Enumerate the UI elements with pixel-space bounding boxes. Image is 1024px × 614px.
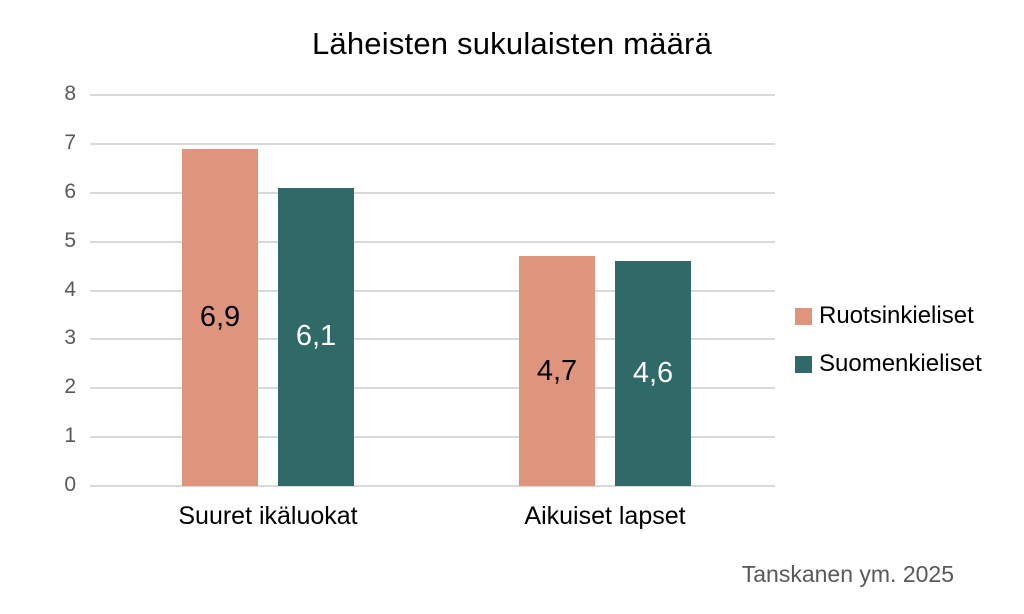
bar-suomenkieliset-2: 4,6 xyxy=(615,261,691,486)
plot-area: 0 1 2 3 4 5 6 7 8 6,9 6,1 Suuret ikäluokat 4,7 4,6 Aik… xyxy=(64,82,775,530)
gridline-y3 xyxy=(90,338,775,341)
gridline-y8 xyxy=(90,94,775,96)
gridline-y4 xyxy=(90,289,775,292)
bar-ruotsinkieliset-1: 6,9 xyxy=(182,148,258,486)
bar-value-label: 4,6 xyxy=(632,357,674,390)
y-axis-tick-label-4: 4 xyxy=(64,277,76,301)
source-citation: Tanskanen ym. 2025 xyxy=(741,561,954,587)
y-axis-tick-label-5: 5 xyxy=(64,228,76,252)
x-axis-category-label-1: Suuret ikäluokat xyxy=(178,502,358,530)
y-axis-tick-label-2: 2 xyxy=(64,375,76,399)
gridline-y5 xyxy=(90,240,775,243)
legend-swatch-ruotsinkieliset xyxy=(795,307,812,325)
bar-ruotsinkieliset-2: 4,7 xyxy=(519,256,595,486)
bar-value-label: 4,7 xyxy=(536,354,578,387)
y-axis-tick-label-7: 7 xyxy=(64,130,76,154)
gridline-y7 xyxy=(90,142,775,145)
bar-value-label: 6,9 xyxy=(199,300,241,333)
legend-label-suomenkieliset: Suomenkieliset xyxy=(819,350,982,377)
y-axis-tick-label-6: 6 xyxy=(64,179,76,203)
y-axis-tick-label-3: 3 xyxy=(64,326,76,350)
legend-item-ruotsinkieliset: Ruotsinkieliset xyxy=(795,302,982,329)
legend-label-ruotsinkieliset: Ruotsinkieliset xyxy=(819,302,974,329)
gridline-y6 xyxy=(90,191,775,194)
bar-value-label: 6,1 xyxy=(295,320,337,353)
y-axis-tick-label-0: 0 xyxy=(64,473,76,496)
chart-title: Läheisten sukulaisten määrä xyxy=(311,26,713,61)
y-axis-tick-label-1: 1 xyxy=(64,424,76,448)
legend: Ruotsinkieliset Suomenkieliset xyxy=(795,302,982,399)
gridline-y2 xyxy=(90,387,775,390)
x-axis-category-label-2: Aikuiset lapset xyxy=(524,502,686,530)
legend-item-suomenkieliset: Suomenkieliset xyxy=(795,350,982,377)
bar-suomenkieliset-1: 6,1 xyxy=(278,187,354,486)
gridline-y0 xyxy=(90,485,775,487)
y-axis-tick-label-8: 8 xyxy=(64,82,76,105)
gridline-y1 xyxy=(90,436,775,439)
legend-swatch-suomenkieliset xyxy=(795,355,812,373)
